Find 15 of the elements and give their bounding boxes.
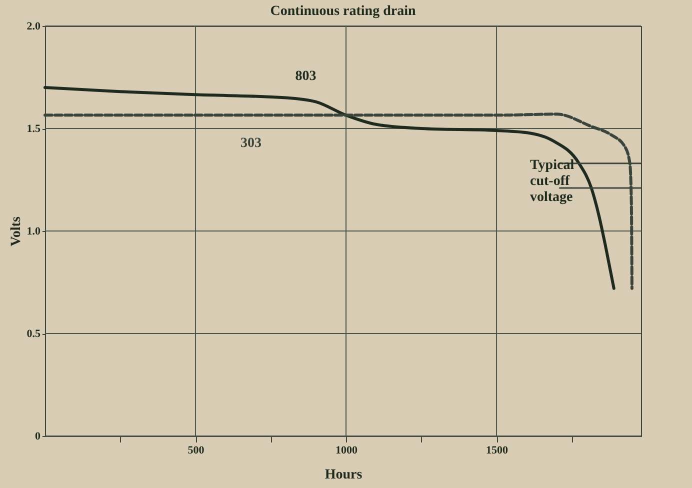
chart-title: Continuous rating drain bbox=[270, 4, 416, 19]
series-label: 803 bbox=[295, 68, 316, 84]
y-tick-label: 0.5 bbox=[26, 328, 41, 340]
x-tick-label: 1500 bbox=[486, 444, 509, 456]
y-tick-label: 1.5 bbox=[26, 123, 41, 135]
y-tick-label: 1.0 bbox=[26, 226, 41, 238]
y-axis-title: Volts bbox=[8, 216, 24, 246]
y-tick-label: 0 bbox=[35, 430, 41, 442]
x-tick-label: 500 bbox=[188, 444, 205, 456]
line-series bbox=[44, 86, 616, 290]
y-tick-label: 2.0 bbox=[26, 20, 41, 32]
x-tick-label: 1000 bbox=[336, 444, 358, 456]
series-label: 303 bbox=[240, 136, 262, 152]
annotation: Typical cut-off voltage bbox=[530, 158, 574, 205]
x-axis-title: Hours bbox=[324, 468, 363, 482]
